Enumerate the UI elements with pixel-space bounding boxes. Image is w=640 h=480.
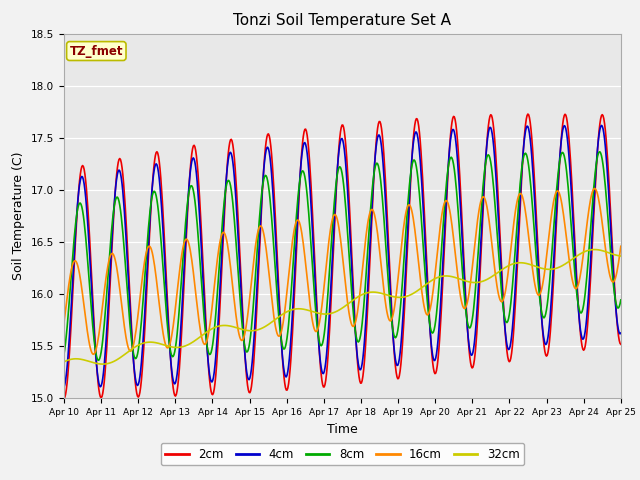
32cm xyxy=(60,359,68,365)
Title: Tonzi Soil Temperature Set A: Tonzi Soil Temperature Set A xyxy=(234,13,451,28)
2cm xyxy=(617,341,625,347)
Line: 32cm: 32cm xyxy=(64,250,621,364)
4cm xyxy=(410,135,418,141)
8cm xyxy=(596,149,604,155)
2cm xyxy=(70,264,78,270)
16cm xyxy=(70,258,78,264)
4cm xyxy=(617,330,625,336)
4cm xyxy=(598,122,605,128)
2cm xyxy=(127,322,135,327)
4cm xyxy=(214,332,221,338)
8cm xyxy=(185,191,193,197)
16cm xyxy=(128,347,136,352)
32cm xyxy=(411,289,419,295)
32cm xyxy=(185,342,193,348)
32cm xyxy=(128,346,136,352)
16cm xyxy=(591,186,598,192)
2cm xyxy=(426,330,434,336)
4cm xyxy=(70,253,78,259)
Legend: 2cm, 4cm, 8cm, 16cm, 32cm: 2cm, 4cm, 8cm, 16cm, 32cm xyxy=(161,443,524,466)
X-axis label: Time: Time xyxy=(327,423,358,436)
8cm xyxy=(128,342,136,348)
16cm xyxy=(60,320,68,325)
16cm xyxy=(90,351,97,357)
32cm xyxy=(214,324,222,329)
8cm xyxy=(411,158,419,164)
Line: 8cm: 8cm xyxy=(64,152,621,360)
16cm xyxy=(185,240,193,246)
4cm xyxy=(184,198,192,204)
8cm xyxy=(94,357,102,363)
16cm xyxy=(214,251,222,256)
32cm xyxy=(99,361,107,367)
32cm xyxy=(70,356,78,362)
2cm xyxy=(60,396,68,401)
8cm xyxy=(617,297,625,303)
32cm xyxy=(591,247,598,252)
2cm xyxy=(214,351,221,357)
32cm xyxy=(617,253,625,259)
4cm xyxy=(127,329,135,335)
32cm xyxy=(428,278,435,284)
8cm xyxy=(428,328,435,334)
Line: 4cm: 4cm xyxy=(64,125,621,387)
8cm xyxy=(70,237,78,242)
16cm xyxy=(428,301,435,307)
8cm xyxy=(214,279,222,285)
4cm xyxy=(426,331,434,336)
16cm xyxy=(617,243,625,249)
8cm xyxy=(60,351,68,357)
Line: 2cm: 2cm xyxy=(64,114,621,398)
2cm xyxy=(184,203,192,208)
16cm xyxy=(411,227,419,232)
2cm xyxy=(410,128,418,134)
Text: TZ_fmet: TZ_fmet xyxy=(70,45,123,58)
2cm xyxy=(524,111,532,117)
4cm xyxy=(60,384,68,390)
Line: 16cm: 16cm xyxy=(64,189,621,354)
Y-axis label: Soil Temperature (C): Soil Temperature (C) xyxy=(12,152,26,280)
